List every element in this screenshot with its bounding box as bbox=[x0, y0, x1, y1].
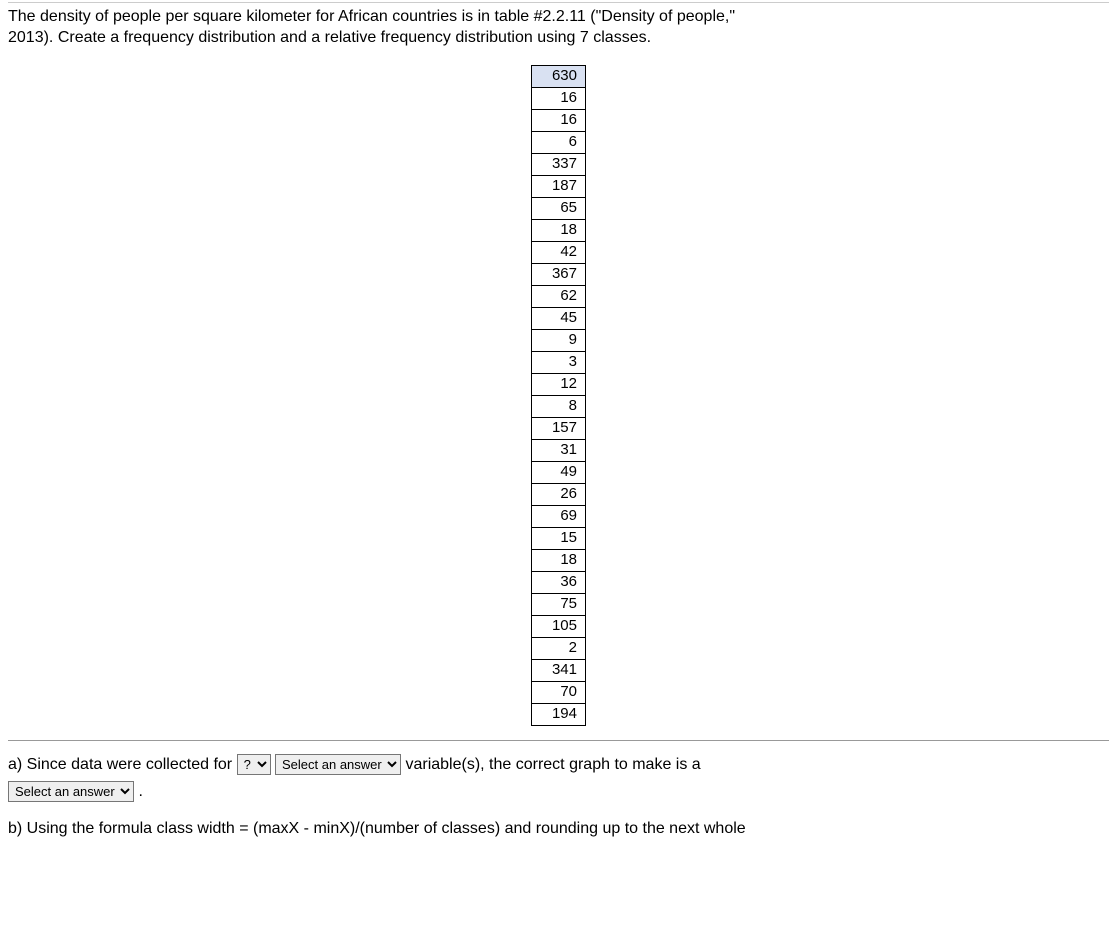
table-row: 367 bbox=[532, 263, 586, 285]
table-row: 187 bbox=[532, 175, 586, 197]
part-b: b) Using the formula class width = (maxX… bbox=[8, 815, 1109, 842]
table-row: 75 bbox=[532, 593, 586, 615]
table-row: 31 bbox=[532, 439, 586, 461]
table-row: 70 bbox=[532, 681, 586, 703]
table-row: 16 bbox=[532, 109, 586, 131]
table-row: 337 bbox=[532, 153, 586, 175]
table-row: 3 bbox=[532, 351, 586, 373]
data-table-container: 6301616633718765184236762459312815731492… bbox=[8, 65, 1109, 726]
table-row: 16 bbox=[532, 87, 586, 109]
table-row: 12 bbox=[532, 373, 586, 395]
table-row: 6 bbox=[532, 131, 586, 153]
part-a-suffix: . bbox=[134, 783, 143, 800]
table-row: 341 bbox=[532, 659, 586, 681]
table-row: 45 bbox=[532, 307, 586, 329]
part-a-select-count[interactable]: ?12 bbox=[237, 754, 271, 775]
table-row: 26 bbox=[532, 483, 586, 505]
table-row: 194 bbox=[532, 703, 586, 725]
table-row: 69 bbox=[532, 505, 586, 527]
top-divider bbox=[8, 2, 1109, 3]
table-row: 105 bbox=[532, 615, 586, 637]
part-a-prefix: a) Since data were collected for bbox=[8, 756, 237, 773]
table-row: 49 bbox=[532, 461, 586, 483]
question-prompt: The density of people per square kilomet… bbox=[8, 7, 1109, 49]
table-row: 15 bbox=[532, 527, 586, 549]
table-row: 8 bbox=[532, 395, 586, 417]
mid-divider bbox=[8, 740, 1109, 741]
table-header-cell: 630 bbox=[532, 65, 586, 87]
part-a-select-graphtype[interactable]: Select an answerhistogrambar graphpie ch… bbox=[8, 781, 134, 802]
table-row: 42 bbox=[532, 241, 586, 263]
question-parts: a) Since data were collected for ?12 Sel… bbox=[8, 751, 1109, 843]
table-row: 2 bbox=[532, 637, 586, 659]
part-a-select-vartype[interactable]: Select an answerqualitativequantitative bbox=[275, 754, 401, 775]
part-a-mid2: variable(s), the correct graph to make i… bbox=[401, 756, 701, 773]
density-data-table: 6301616633718765184236762459312815731492… bbox=[531, 65, 586, 726]
prompt-line-2: 2013). Create a frequency distribution a… bbox=[8, 29, 651, 46]
table-row: 62 bbox=[532, 285, 586, 307]
prompt-line-1: The density of people per square kilomet… bbox=[8, 8, 735, 25]
table-row: 9 bbox=[532, 329, 586, 351]
table-row: 18 bbox=[532, 219, 586, 241]
part-b-text: b) Using the formula class width = (maxX… bbox=[8, 820, 746, 837]
table-row: 157 bbox=[532, 417, 586, 439]
table-row: 65 bbox=[532, 197, 586, 219]
part-a: a) Since data were collected for ?12 Sel… bbox=[8, 751, 1109, 805]
table-row: 18 bbox=[532, 549, 586, 571]
table-row: 36 bbox=[532, 571, 586, 593]
